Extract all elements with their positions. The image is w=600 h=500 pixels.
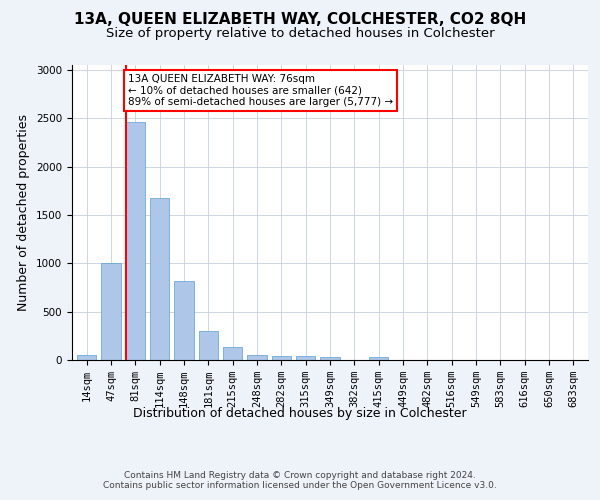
Bar [272,356,291,360]
Bar [369,357,388,360]
Text: 13A, QUEEN ELIZABETH WAY, COLCHESTER, CO2 8QH: 13A, QUEEN ELIZABETH WAY, COLCHESTER, CO… [74,12,526,28]
Text: Contains HM Land Registry data © Crown copyright and database right 2024.
Contai: Contains HM Land Registry data © Crown c… [103,470,497,490]
Y-axis label: Number of detached properties: Number of detached properties [17,114,31,311]
Bar [125,122,145,360]
Bar [150,198,169,360]
Text: Size of property relative to detached houses in Colchester: Size of property relative to detached ho… [106,28,494,40]
Bar [296,356,316,360]
Bar [320,357,340,360]
Bar [247,354,267,360]
Bar [77,354,97,360]
Text: 13A QUEEN ELIZABETH WAY: 76sqm
← 10% of detached houses are smaller (642)
89% of: 13A QUEEN ELIZABETH WAY: 76sqm ← 10% of … [128,74,393,107]
Bar [101,264,121,360]
Bar [223,348,242,360]
Text: Distribution of detached houses by size in Colchester: Distribution of detached houses by size … [133,408,467,420]
Bar [199,330,218,360]
Bar [174,280,194,360]
